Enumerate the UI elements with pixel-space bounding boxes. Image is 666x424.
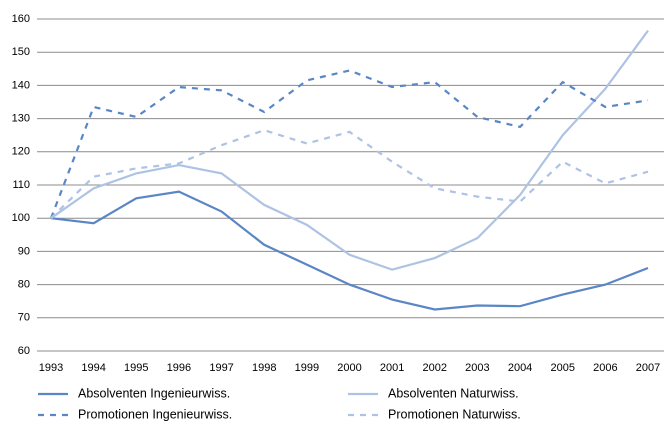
y-tick-label: 100 [12, 212, 30, 224]
y-tick-label: 60 [18, 345, 30, 357]
x-tick-label: 1999 [295, 362, 319, 374]
x-tick-label: 1995 [124, 362, 148, 374]
y-tick-label: 120 [12, 146, 30, 158]
x-tick-label: 1998 [252, 362, 276, 374]
x-tick-label: 1993 [39, 362, 63, 374]
series-line [50, 129, 649, 219]
x-tick-label: 2004 [508, 362, 532, 374]
y-tick-label: 110 [12, 179, 30, 191]
legend-label: Promotionen Naturwiss. [388, 407, 521, 421]
legend-label: Absolventen Ingenieurwiss. [78, 386, 230, 400]
series-line [49, 69, 649, 219]
y-tick-label: 160 [12, 13, 30, 25]
x-tick-label: 2003 [465, 362, 489, 374]
x-tick-label: 1996 [167, 362, 191, 374]
x-tick-label: 2005 [550, 362, 574, 374]
legend-label: Promotionen Ingenieurwiss. [78, 407, 232, 421]
y-tick-label: 70 [18, 312, 30, 324]
x-tick-label: 2000 [337, 362, 361, 374]
legend: Absolventen Ingenieurwiss. Absolventen Na… [38, 386, 521, 421]
legend-label: Absolventen Naturwiss. [388, 386, 519, 400]
y-tick-label: 130 [12, 113, 30, 125]
y-tick-label: 90 [18, 245, 30, 257]
series-line [50, 29, 649, 271]
x-tick-label: 2001 [380, 362, 404, 374]
x-tick-label: 1994 [81, 362, 105, 374]
x-tick-label: 1997 [209, 362, 233, 374]
y-tick-label: 140 [12, 79, 30, 91]
x-tick-label: 2002 [423, 362, 447, 374]
y-tick-label: 150 [12, 46, 30, 58]
x-tick-label: 2006 [593, 362, 617, 374]
x-tick-label: 2007 [636, 362, 660, 374]
series-line [50, 190, 649, 311]
y-tick-label: 80 [18, 279, 30, 291]
